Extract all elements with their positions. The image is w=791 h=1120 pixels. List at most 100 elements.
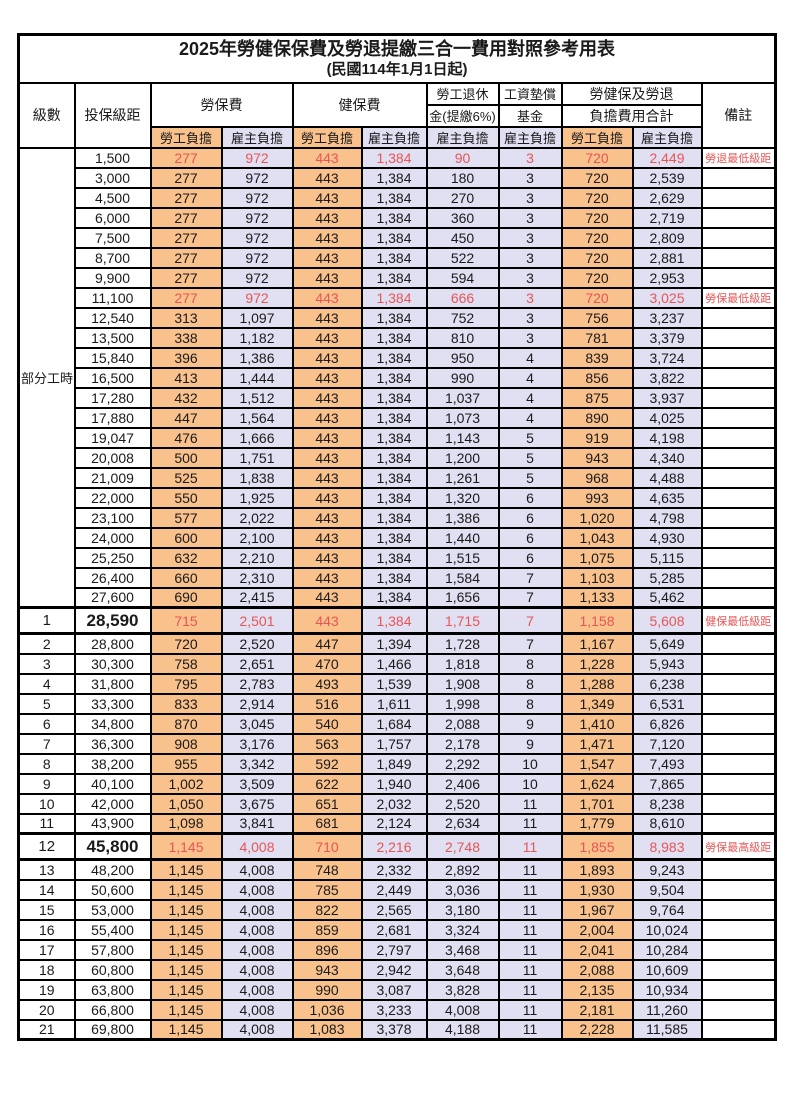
remark-cell	[700, 586, 777, 609]
table-row: 17 57,800 1,145 4,008 896 2,797 3,468 11 2,041 10…	[17, 938, 777, 961]
remark-cell	[700, 306, 777, 329]
value-cell-pension-employer: 180	[425, 166, 500, 189]
value-cell-health-employer: 1,384	[360, 606, 428, 635]
table-row: 9,900 277 972 443 1,384 594 3 720 2,953	[19, 266, 777, 289]
value-cell-health-employee: 443	[291, 186, 363, 209]
value-cell-total-employee: 1,893	[560, 858, 634, 881]
value-cell-health-employer: 1,384	[360, 266, 428, 289]
value-cell-pension-employer: 2,520	[425, 792, 500, 815]
value-cell-health-employer: 1,384	[360, 566, 428, 589]
table-row: 7 36,300 908 3,176 563 1,757 2,178 9 1,471 7,120	[17, 732, 777, 755]
value-cell-labor-employee: 715	[149, 606, 223, 635]
bracket-cell: 7,500	[73, 226, 152, 249]
value-cell-labor-employee: 870	[149, 712, 223, 735]
value-cell-total-employee: 2,135	[560, 978, 634, 1001]
table-row: 19 63,800 1,145 4,008 990 3,087 3,828 11 2,135 10…	[17, 978, 777, 1001]
bracket-cell: 15,840	[73, 346, 152, 369]
value-cell-total-employer: 2,539	[631, 166, 703, 189]
bracket-cell: 33,300	[73, 692, 152, 715]
value-cell-labor-employer: 4,008	[220, 918, 294, 941]
value-cell-total-employer: 8,238	[631, 792, 703, 815]
value-cell-total-employee: 993	[560, 486, 634, 509]
value-cell-pension-employer: 2,748	[425, 832, 500, 861]
value-cell-total-employee: 1,158	[560, 606, 634, 635]
value-cell-pension-employer: 3,648	[425, 958, 500, 981]
value-cell-labor-employer: 972	[220, 226, 294, 249]
value-cell-health-employee: 443	[291, 366, 363, 389]
value-cell-health-employer: 2,797	[360, 938, 428, 961]
value-cell-health-employer: 1,384	[360, 406, 428, 429]
remark-cell: 健保最低級距	[700, 606, 777, 635]
value-cell-total-employer: 4,340	[631, 446, 703, 469]
col-header-total-line2: 負擔費用合計	[560, 103, 703, 128]
page-subtitle: (民國114年1月1日起)	[326, 61, 468, 79]
value-cell-labor-employee: 338	[149, 326, 223, 349]
value-cell-total-employer: 11,260	[631, 998, 703, 1021]
value-cell-health-employee: 443	[291, 266, 363, 289]
value-cell-pension-employer: 752	[425, 306, 500, 329]
bracket-cell: 8,700	[73, 246, 152, 269]
value-cell-wagefund-employer: 10	[497, 752, 563, 775]
value-cell-health-employee: 563	[291, 732, 363, 755]
value-cell-total-employer: 6,238	[631, 672, 703, 695]
value-cell-wagefund-employer: 3	[497, 286, 563, 309]
value-cell-pension-employer: 1,728	[425, 632, 500, 655]
bracket-cell: 48,200	[73, 858, 152, 881]
value-cell-labor-employee: 277	[149, 206, 223, 229]
value-cell-pension-employer: 2,088	[425, 712, 500, 735]
bracket-cell: 4,500	[73, 186, 152, 209]
table-row: 8 38,200 955 3,342 592 1,849 2,292 10 1,547 7,493	[17, 752, 777, 775]
value-cell-health-employee: 443	[291, 486, 363, 509]
value-cell-health-employer: 1,757	[360, 732, 428, 755]
value-cell-labor-employer: 972	[220, 246, 294, 269]
value-cell-labor-employer: 2,210	[220, 546, 294, 569]
value-cell-total-employee: 1,103	[560, 566, 634, 589]
bracket-cell: 60,800	[73, 958, 152, 981]
subheader-labor-employer: 雇主負擔	[220, 125, 294, 149]
value-cell-health-employee: 540	[291, 712, 363, 735]
remark-cell	[700, 466, 777, 489]
table-row: 11,100 277 972 443 1,384 666 3 720 3,025 勞保最低級距	[19, 286, 777, 309]
value-cell-wagefund-employer: 7	[497, 632, 563, 655]
value-cell-health-employee: 943	[291, 958, 363, 981]
value-cell-labor-employer: 3,675	[220, 792, 294, 815]
value-cell-labor-employee: 1,145	[149, 938, 223, 961]
value-cell-wagefund-employer: 7	[497, 586, 563, 609]
value-cell-labor-employee: 500	[149, 446, 223, 469]
value-cell-total-employee: 1,349	[560, 692, 634, 715]
level-cell: 6	[17, 712, 76, 735]
subheader-pension-employer: 雇主負擔	[425, 125, 500, 149]
table-row: 13 48,200 1,145 4,008 748 2,332 2,892 11 1,893 9,…	[17, 858, 777, 881]
value-cell-pension-employer: 1,515	[425, 546, 500, 569]
value-cell-labor-employee: 550	[149, 486, 223, 509]
value-cell-labor-employer: 3,176	[220, 732, 294, 755]
value-cell-total-employee: 1,967	[560, 898, 634, 921]
value-cell-total-employee: 781	[560, 326, 634, 349]
value-cell-labor-employee: 396	[149, 346, 223, 369]
remark-cell: 勞退最低級距	[700, 146, 777, 169]
value-cell-total-employer: 9,504	[631, 878, 703, 901]
value-cell-health-employer: 1,539	[360, 672, 428, 695]
table-row: 21 69,800 1,145 4,008 1,083 3,378 4,188 11 2,228…	[17, 1018, 777, 1041]
bracket-cell: 26,400	[73, 566, 152, 589]
level-cell: 19	[17, 978, 76, 1001]
value-cell-health-employee: 785	[291, 878, 363, 901]
value-cell-total-employer: 8,983	[631, 832, 703, 861]
col-header-bracket: 投保級距	[73, 81, 152, 149]
value-cell-labor-employee: 1,050	[149, 792, 223, 815]
value-cell-labor-employer: 4,008	[220, 978, 294, 1001]
value-cell-wagefund-employer: 3	[497, 186, 563, 209]
value-cell-total-employer: 3,237	[631, 306, 703, 329]
bracket-cell: 20,008	[73, 446, 152, 469]
remark-cell	[700, 326, 777, 349]
value-cell-wagefund-employer: 3	[497, 206, 563, 229]
remark-cell	[700, 446, 777, 469]
value-cell-health-employer: 1,384	[360, 586, 428, 609]
value-cell-total-employee: 720	[560, 146, 634, 169]
value-cell-wagefund-employer: 4	[497, 406, 563, 429]
table-row: 6 34,800 870 3,045 540 1,684 2,088 9 1,410 6,826	[17, 712, 777, 735]
value-cell-pension-employer: 2,892	[425, 858, 500, 881]
value-cell-labor-employer: 972	[220, 146, 294, 169]
remark-cell	[700, 958, 777, 981]
value-cell-health-employer: 2,565	[360, 898, 428, 921]
